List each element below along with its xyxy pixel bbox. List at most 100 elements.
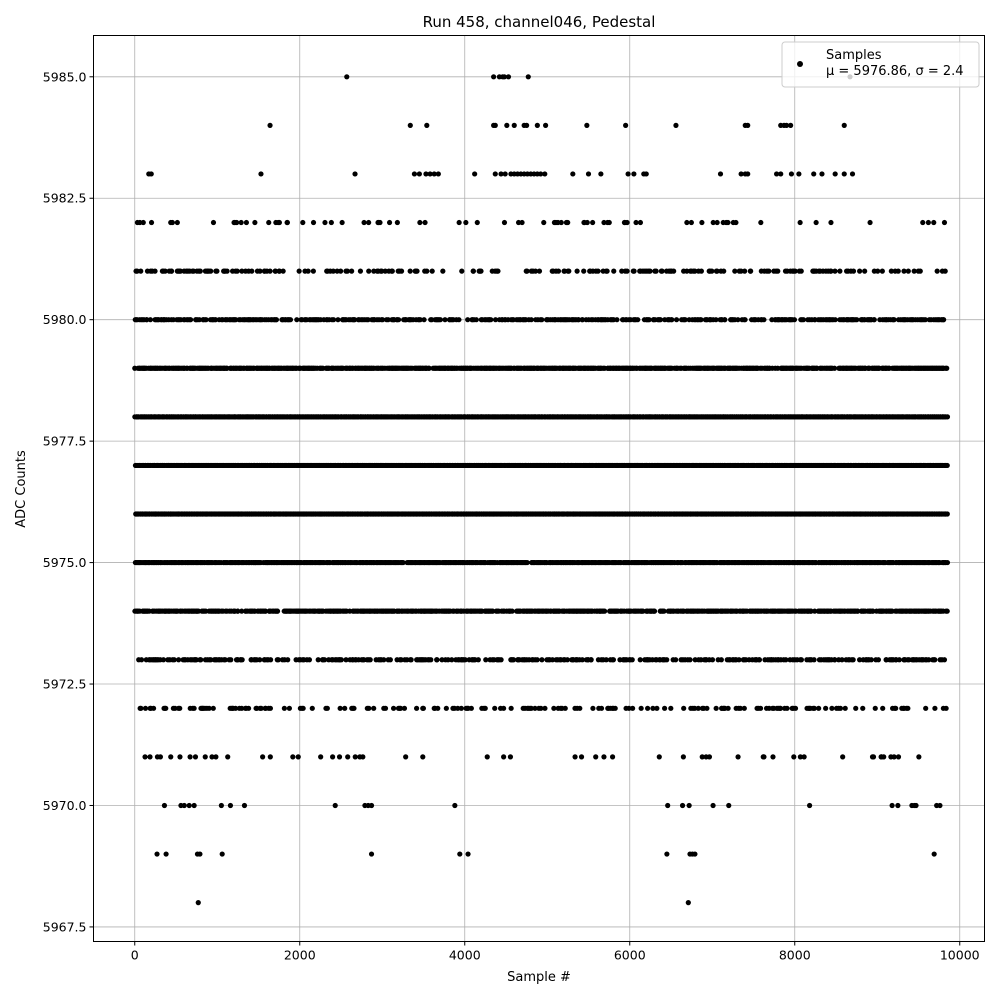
data-point [543, 123, 548, 128]
data-point [832, 366, 837, 371]
data-point [214, 269, 219, 274]
data-point [896, 269, 901, 274]
data-point [778, 171, 783, 176]
data-point [541, 220, 546, 225]
data-point [211, 220, 216, 225]
data-point [542, 171, 547, 176]
data-point [671, 269, 676, 274]
data-point [631, 269, 636, 274]
data-point [198, 269, 203, 274]
data-point [519, 220, 524, 225]
data-point [502, 220, 507, 225]
data-point [758, 220, 763, 225]
data-point [733, 220, 738, 225]
data-point [732, 269, 737, 274]
data-point [274, 317, 279, 322]
data-point [281, 269, 286, 274]
data-point [892, 317, 897, 322]
data-point [833, 317, 838, 322]
data-point [424, 123, 429, 128]
data-point [138, 269, 143, 274]
data-point [322, 220, 327, 225]
data-point [789, 171, 794, 176]
data-point [875, 269, 880, 274]
data-point [742, 317, 747, 322]
data-point [358, 269, 363, 274]
data-point [504, 123, 509, 128]
data-point [748, 269, 753, 274]
data-point [742, 269, 747, 274]
data-point [311, 220, 316, 225]
data-point [775, 269, 780, 274]
data-point [335, 317, 340, 322]
data-point [945, 463, 950, 468]
data-point [942, 220, 947, 225]
data-point [935, 269, 940, 274]
data-point [699, 220, 704, 225]
data-point [718, 171, 723, 176]
data-point [169, 269, 174, 274]
data-point [535, 123, 540, 128]
data-point [438, 317, 443, 322]
data-point [766, 269, 771, 274]
data-point [745, 123, 750, 128]
data-point [417, 171, 422, 176]
data-point [422, 220, 427, 225]
data-point [149, 220, 154, 225]
data-point [673, 123, 678, 128]
data-point [471, 269, 476, 274]
data-point [412, 171, 417, 176]
data-point [638, 220, 643, 225]
data-point [814, 220, 819, 225]
data-point [872, 317, 877, 322]
data-point [926, 220, 931, 225]
data-point [493, 123, 498, 128]
data-point [941, 317, 946, 322]
data-point [399, 269, 404, 274]
data-point [524, 123, 529, 128]
data-point [311, 269, 316, 274]
data-point [590, 220, 595, 225]
data-point [306, 269, 311, 274]
data-point [659, 269, 664, 274]
data-point [424, 269, 429, 274]
data-point [931, 220, 936, 225]
data-point [537, 269, 542, 274]
data-point [417, 220, 422, 225]
data-point [141, 220, 146, 225]
data-point [495, 269, 500, 274]
data-point [799, 269, 804, 274]
data-point [556, 269, 561, 274]
data-point [565, 220, 570, 225]
data-point [440, 269, 445, 274]
data-point [906, 269, 911, 274]
data-point [503, 171, 508, 176]
data-point [842, 171, 847, 176]
data-point [867, 220, 872, 225]
data-point [833, 171, 838, 176]
data-point [352, 171, 357, 176]
data-point [152, 269, 157, 274]
data-point [488, 317, 493, 322]
data-point [721, 269, 726, 274]
data-point [225, 269, 230, 274]
data-point [349, 269, 354, 274]
data-point [149, 171, 154, 176]
data-point [586, 171, 591, 176]
data-point [880, 269, 885, 274]
data-point [277, 220, 282, 225]
data-point [235, 269, 240, 274]
data-point [689, 220, 694, 225]
data-point [851, 269, 856, 274]
data-point [699, 269, 704, 274]
data-point [148, 317, 153, 322]
data-point [366, 269, 371, 274]
data-point [475, 220, 480, 225]
data-point [623, 123, 628, 128]
data-point [408, 269, 413, 274]
data-point [709, 269, 714, 274]
data-point [788, 123, 793, 128]
data-point [570, 171, 575, 176]
